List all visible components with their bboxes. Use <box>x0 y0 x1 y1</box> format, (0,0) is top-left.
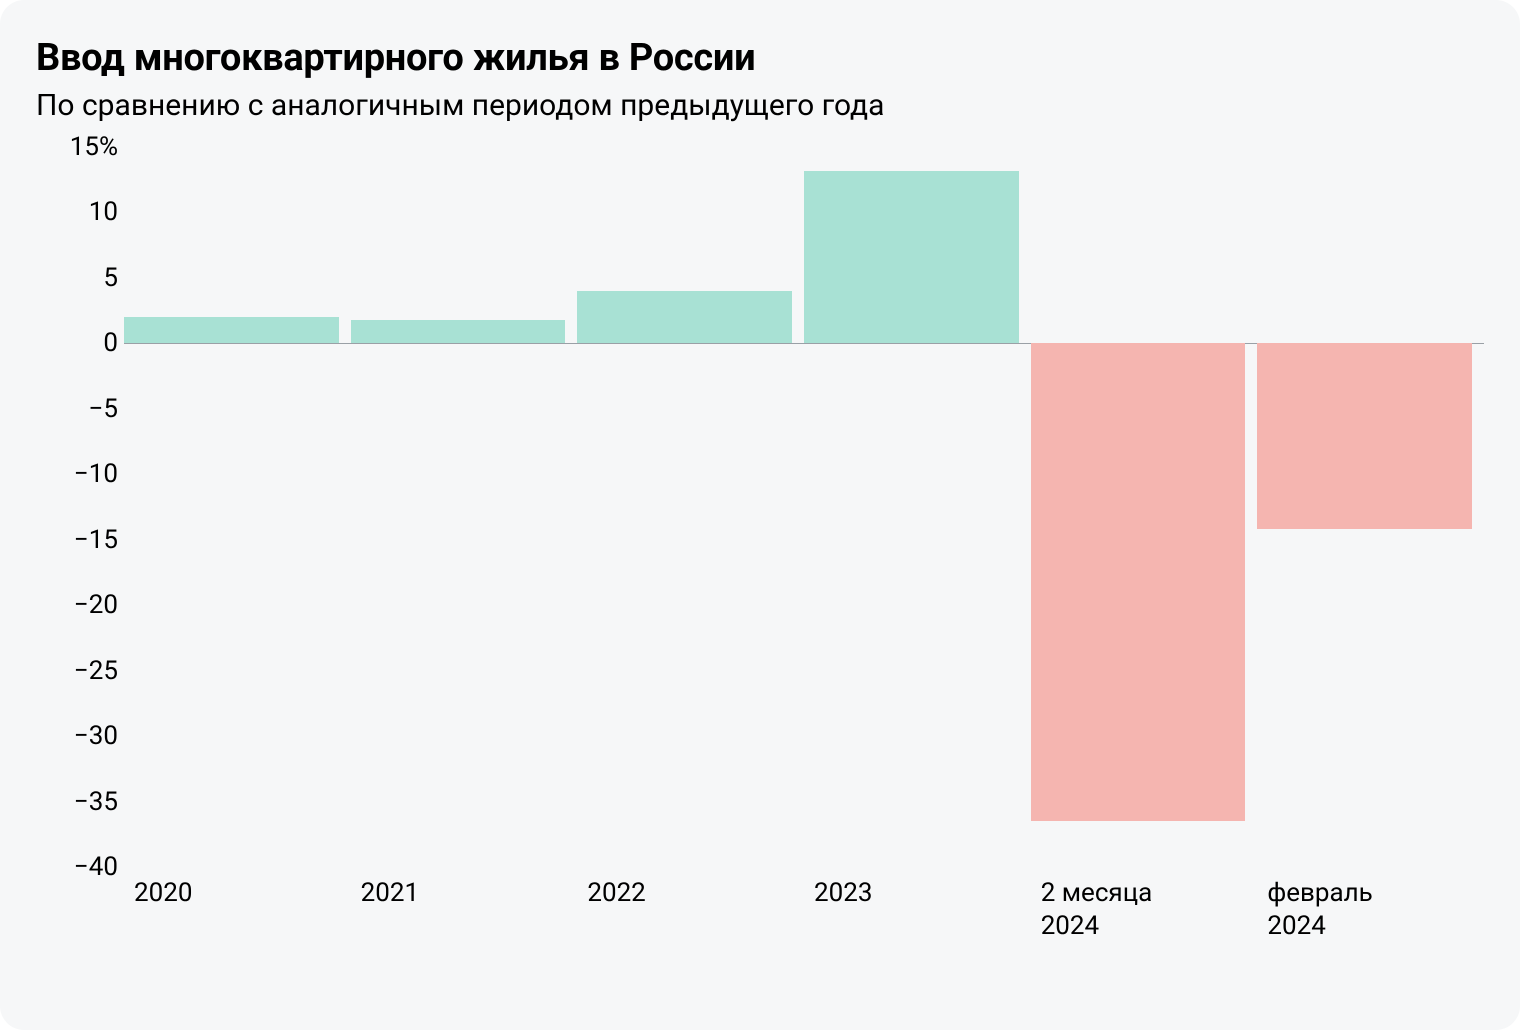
bar-slot <box>577 147 804 867</box>
bars-container <box>124 147 1484 867</box>
bar <box>1257 343 1472 529</box>
x-tick-label: 2023 <box>804 873 1031 957</box>
bar-slot <box>124 147 351 867</box>
y-axis: 15%1050−5−10−15−20−25−30−35−40 <box>36 147 124 957</box>
y-tick-label: −5 <box>89 394 118 424</box>
chart-area: 15%1050−5−10−15−20−25−30−35−40 202020212… <box>36 147 1484 957</box>
x-tick-label: 2 месяца2024 <box>1031 873 1258 957</box>
bar <box>124 317 339 343</box>
y-tick-label: 0 <box>103 328 118 358</box>
y-tick-label: −10 <box>74 459 118 489</box>
y-tick-label: −40 <box>74 852 118 882</box>
x-tick-label: февраль2024 <box>1257 873 1484 957</box>
bar <box>1031 343 1246 821</box>
bar-slot <box>351 147 578 867</box>
chart-subtitle: По сравнению с аналогичным периодом пред… <box>36 88 1484 123</box>
plot-area <box>124 147 1484 867</box>
bar <box>804 171 1019 344</box>
bar-slot <box>804 147 1031 867</box>
y-tick-label: −20 <box>74 590 118 620</box>
chart-card: Ввод многоквартирного жилья в России По … <box>0 0 1520 1030</box>
x-axis-labels: 20202021202220232 месяца2024февраль2024 <box>124 873 1484 957</box>
bar-slot <box>1257 147 1484 867</box>
y-tick-label: −25 <box>74 656 118 686</box>
x-tick-label: 2022 <box>577 873 804 957</box>
y-tick-label: −30 <box>74 721 118 751</box>
bar <box>577 291 792 343</box>
y-tick-label: −15 <box>74 525 118 555</box>
y-tick-label: 5 <box>103 263 118 293</box>
x-tick-label: 2021 <box>351 873 578 957</box>
chart-title: Ввод многоквартирного жилья в России <box>36 36 1484 80</box>
x-tick-label: 2020 <box>124 873 351 957</box>
y-tick-label: 10 <box>89 197 118 227</box>
y-tick-label: 15% <box>70 132 118 162</box>
bar <box>351 320 566 344</box>
y-tick-label: −35 <box>74 787 118 817</box>
bar-slot <box>1031 147 1258 867</box>
